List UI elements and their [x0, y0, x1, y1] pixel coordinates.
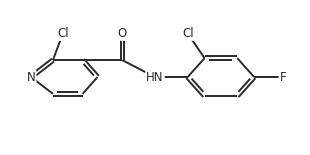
Text: N: N: [27, 71, 36, 84]
Text: F: F: [280, 71, 286, 84]
Text: HN: HN: [146, 71, 164, 84]
Text: Cl: Cl: [182, 27, 193, 40]
Text: Cl: Cl: [57, 27, 69, 40]
Text: O: O: [118, 27, 127, 40]
